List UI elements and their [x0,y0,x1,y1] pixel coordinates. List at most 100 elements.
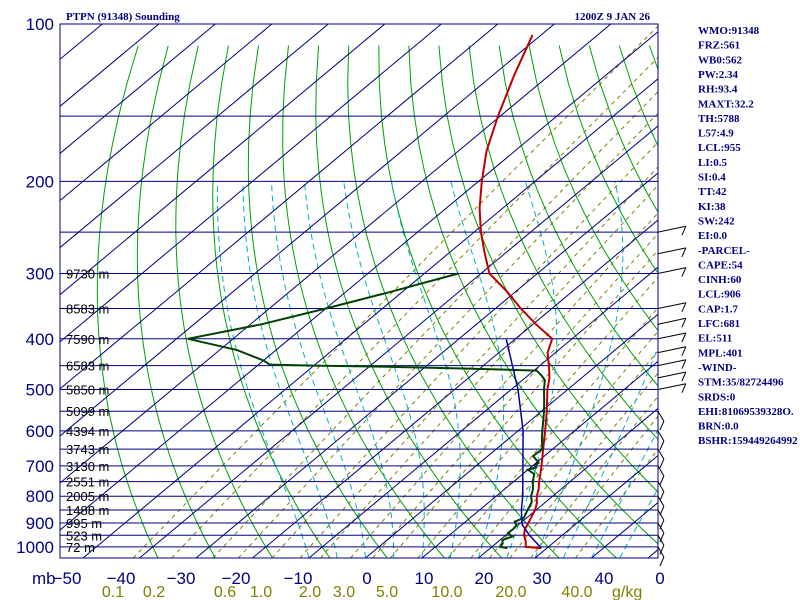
wind-barb-flag [659,458,665,469]
wind-barb-shaft [657,332,687,340]
wind-barb-shaft [657,509,665,521]
moist-adiabat [450,181,505,558]
height-label: 72 m [66,540,95,555]
dry-adiabat [247,45,388,558]
wind-barb-shaft [657,522,665,534]
wind-barb-flag [659,519,665,530]
temperature-tick-label: −20 [222,569,251,588]
wind-barb-flag [659,491,665,501]
mixing-ratio-line [575,448,658,558]
index-text: KI:38 [698,201,726,213]
pressure-tick-label: 300 [26,265,54,284]
index-text: TT:42 [698,186,727,198]
wind-barb-shaft [657,247,687,255]
isotherm [139,125,658,558]
chart-time: 1200Z 9 JAN 26 [575,11,651,23]
wind-barb-shaft [657,267,687,274]
height-label: 523 m [66,528,102,543]
wind-barb-flag [681,225,687,236]
index-text: SW:242 [698,215,735,227]
index-text: BRN:0.0 [698,421,739,433]
sounding-profiles [187,34,554,550]
mixing-ratio-unit: g/kg [612,584,642,600]
dry-adiabat [212,45,331,558]
mixing-ratio-label: 0.2 [143,584,165,600]
temperature-tick-label: 20 [475,569,494,588]
temperature-tick-label: 10 [415,569,434,588]
moist-adiabat [343,181,425,558]
wind-barb-shaft [657,383,687,390]
wind-barb-shaft [657,495,665,507]
isotherm [60,24,216,155]
dry-adiabat [770,46,800,558]
wind-barb-flag [681,332,687,343]
wind-barb [657,371,687,382]
mixing-ratio-line [470,330,658,558]
pressure-tick-label: 200 [26,172,54,191]
wind-barb [657,346,687,356]
wind-barb-flag [681,383,687,393]
wind-barb [657,332,687,343]
index-text: LCL:955 [698,142,741,154]
height-label: 1488 m [66,503,109,518]
isotherm [60,24,499,390]
index-text: FRZ:561 [698,40,740,52]
pressure-tick-label: 600 [26,422,54,441]
isotherm [60,24,555,437]
wind-barb-flag [681,247,687,258]
height-label: 4394 m [66,424,109,439]
height-label: 995 m [66,516,102,531]
index-text: SRDS:0 [698,391,736,403]
isotherm [478,407,658,558]
wind-barb-shaft [657,359,687,367]
wind-barb-flag [681,302,687,312]
mixing-ratio-label: 1.0 [250,584,272,600]
moist-adiabat [562,346,658,558]
index-text: MPL:401 [698,347,743,359]
height-label: 6583 m [66,359,109,374]
index-text: WB0:562 [698,54,743,66]
wind-barb-flag [681,371,687,382]
wind-barb [657,495,665,516]
temperature-tick-label: 0 [362,569,371,588]
dry-adiabat [175,45,274,558]
index-text: EI:0.0 [698,230,728,242]
height-label: 2551 m [66,475,109,490]
moist-adiabat [304,181,395,558]
isotherm [195,172,658,558]
mixing-ratio-label: 2.0 [299,584,321,600]
wind-barb-flag [659,545,665,555]
pressure-tick-label: 700 [26,457,54,476]
wind-barb [657,247,687,258]
wind-barb [657,448,665,469]
wind-barb [657,522,665,543]
dry-adiabat [347,45,560,558]
temperature-line [478,34,554,550]
index-text: PW:2.34 [698,69,739,81]
isotherm [60,24,612,484]
mixing-ratio-line [447,306,658,558]
dry-adiabat [96,45,159,558]
pressure-tick-label: 800 [26,487,54,506]
index-text: LFC:681 [698,318,740,330]
pressure-tick-label: 500 [26,381,54,400]
isotherm [60,24,273,202]
height-label: 5099 m [66,404,109,419]
wind-barb [657,383,687,393]
index-text: LCL:906 [698,289,741,301]
index-text: WMO:91348 [698,25,760,37]
height-label: 5850 m [66,383,109,398]
moist-adiabat [242,181,338,558]
wind-barb-shaft [657,481,665,492]
isotherm [365,313,658,558]
height-label: 3743 m [66,442,109,457]
wind-barb [657,317,687,328]
index-text: LI:0.5 [698,157,728,169]
wind-barb-shaft [657,317,687,325]
index-text: -PARCEL- [698,245,750,257]
mixing-ratio-line [372,233,658,558]
mixing-ratio-line [417,276,658,558]
moist-adiabat [591,428,658,558]
dry-adiabat [558,45,658,274]
wind-barb-flag [659,506,665,516]
